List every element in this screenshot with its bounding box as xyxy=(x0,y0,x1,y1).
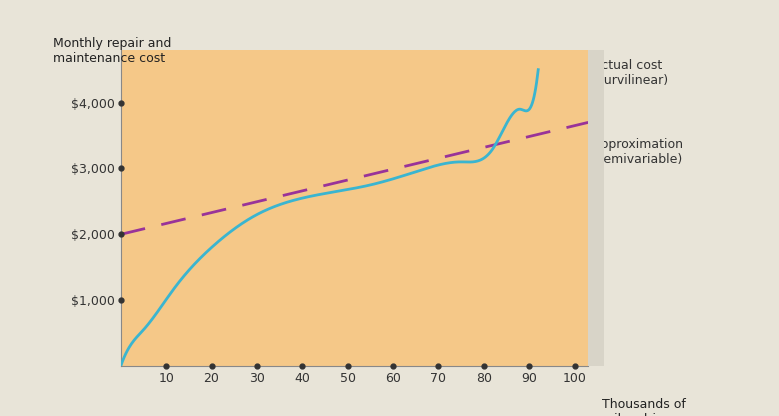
Text: Actual cost
(curvilinear): Actual cost (curvilinear) xyxy=(593,59,669,87)
Text: Thousands of
miles driven: Thousands of miles driven xyxy=(602,398,686,416)
Text: Approximation
(semivariable): Approximation (semivariable) xyxy=(593,139,684,166)
Text: Monthly repair and
maintenance cost: Monthly repair and maintenance cost xyxy=(53,37,171,65)
